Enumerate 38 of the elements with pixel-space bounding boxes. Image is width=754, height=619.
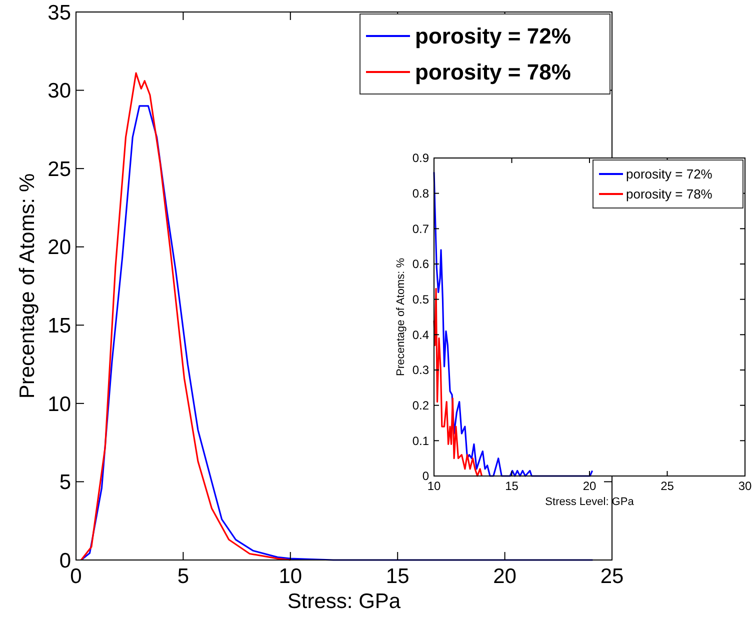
- y-tick-label: 0.3: [412, 363, 430, 378]
- x-axis-title: Stress: GPa: [287, 590, 401, 613]
- line-series: [433, 288, 483, 477]
- x-tick-label: 10: [427, 479, 441, 493]
- y-tick-label: 0.1: [412, 434, 430, 448]
- line-series: [433, 171, 594, 477]
- y-tick-label: 0.8: [412, 186, 430, 201]
- y-tick-label: 20: [48, 236, 71, 260]
- x-tick-label: 10: [278, 565, 302, 588]
- legend-label: porosity = 78%: [415, 60, 571, 85]
- y-tick-label: 30: [48, 80, 71, 103]
- y-axis-title: Precentage of Atoms: %: [395, 258, 407, 376]
- x-tick-label: 25: [660, 479, 674, 493]
- line-series: [80, 72, 292, 561]
- y-tick-label: 0: [59, 549, 71, 572]
- y-tick-label: 0.4: [412, 328, 430, 342]
- y-tick-label: 10: [48, 392, 71, 416]
- y-tick-label: 0.2: [412, 398, 430, 413]
- y-tick-label: 0: [422, 469, 430, 484]
- y-axis-title: Precentage of Atoms: %: [16, 173, 39, 399]
- x-tick-label: 20: [493, 565, 516, 588]
- x-tick-label: 15: [505, 479, 519, 493]
- legend-label: porosity = 72%: [415, 24, 571, 49]
- x-tick-label: 5: [177, 565, 190, 588]
- x-tick-label: 25: [600, 565, 624, 588]
- x-tick-label: 30: [738, 479, 752, 493]
- x-axis-title: Stress Level: GPa: [545, 496, 635, 508]
- y-tick-label: 25: [48, 158, 71, 181]
- x-tick-label: 20: [582, 479, 596, 493]
- legend-label: porosity = 78%: [626, 186, 713, 202]
- y-tick-label: 0.5: [412, 292, 430, 307]
- y-tick-label: 0.7: [412, 222, 430, 236]
- y-tick-label: 15: [48, 314, 71, 338]
- x-tick-label: 15: [386, 565, 410, 588]
- y-tick-label: 35: [48, 1, 71, 24]
- y-tick-label: 0.6: [412, 257, 430, 272]
- y-tick-label: 0.9: [412, 151, 430, 166]
- legend-label: porosity = 72%: [626, 166, 713, 182]
